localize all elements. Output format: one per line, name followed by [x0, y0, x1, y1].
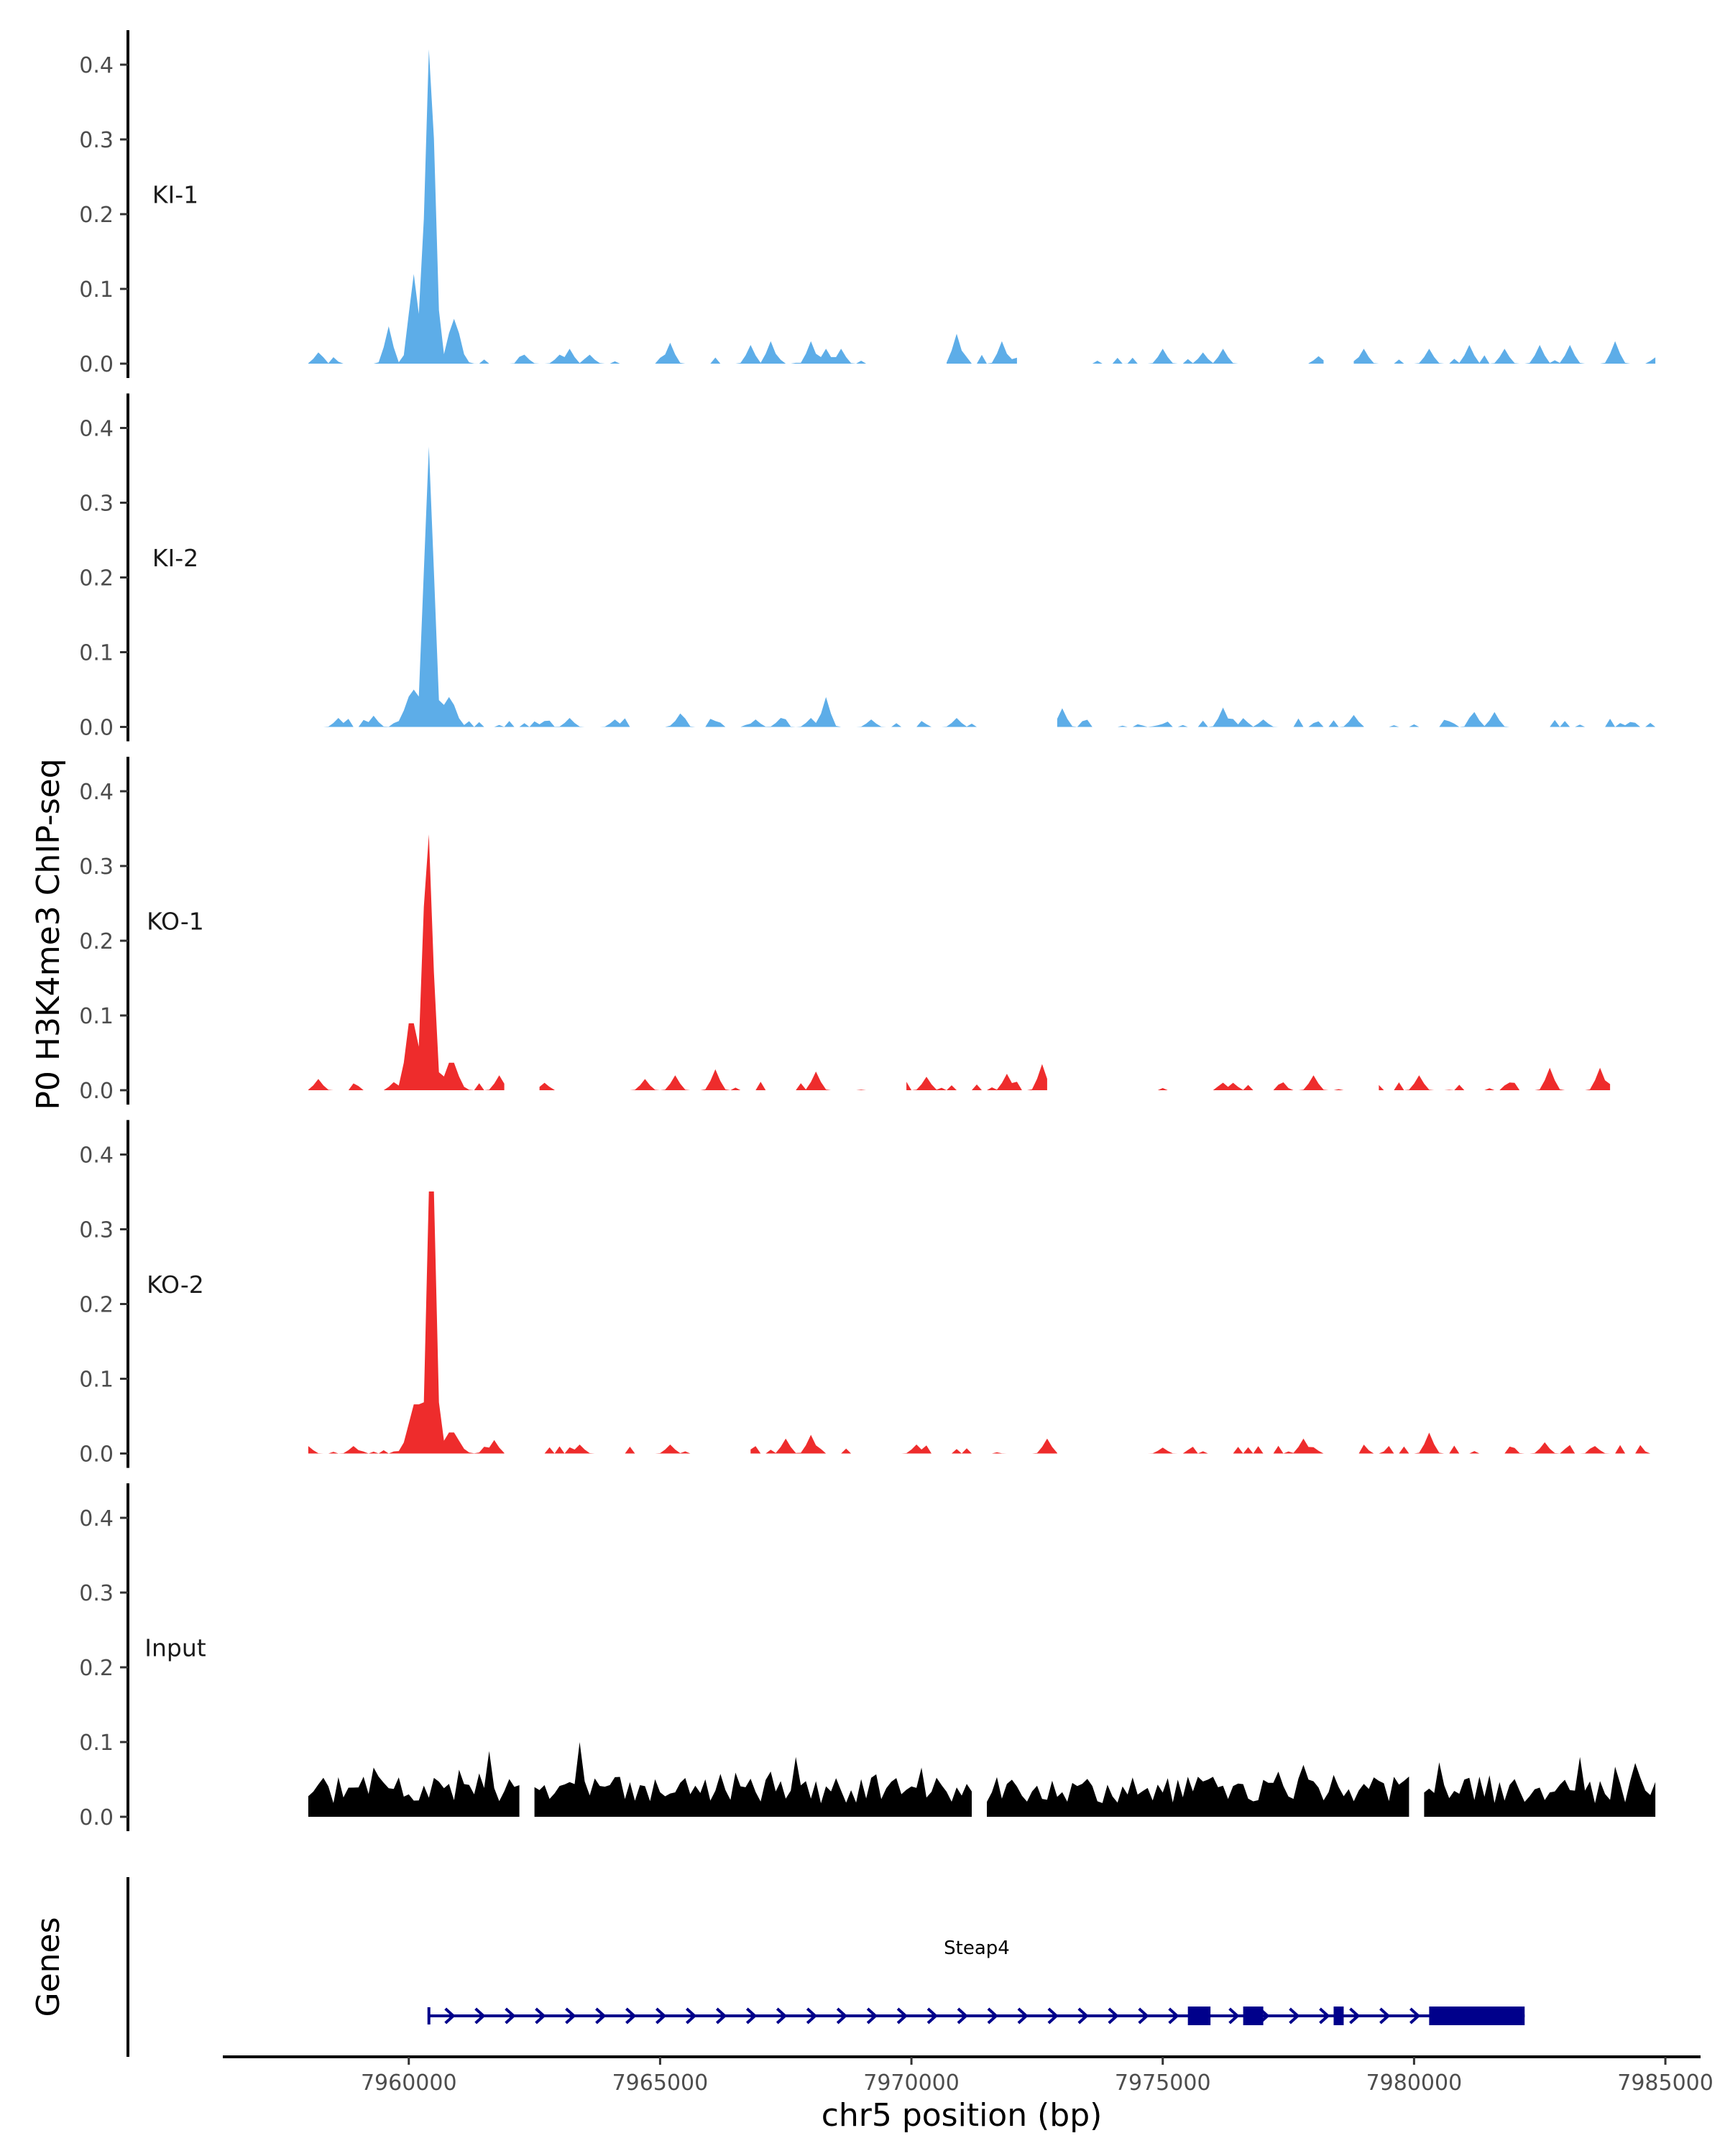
- strand-arrow: [656, 2007, 667, 2024]
- y-tick-label: 0.3: [79, 1581, 114, 1606]
- y-tick-label: 0.1: [79, 1368, 114, 1393]
- y-tick-label: 0.2: [79, 566, 114, 591]
- signal-area-ko-2: [308, 1191, 1656, 1454]
- strand-arrow: [866, 2007, 878, 2024]
- track-ko-2: 0.0 0.1 0.2 0.3 0.4 KO-2: [79, 1120, 1656, 1468]
- strand-arrow: [1077, 2007, 1089, 2024]
- strand-arrow: [1319, 2007, 1330, 2024]
- gene-name-label: Steap4: [944, 1938, 1010, 1959]
- y-tick-label: 0.2: [79, 1293, 114, 1318]
- y-tick-label: 0.2: [79, 929, 114, 954]
- strand-arrow: [1379, 2007, 1391, 2024]
- strand-arrow: [715, 2007, 727, 2024]
- gene-exon: [1429, 2007, 1525, 2025]
- y-tick-label: 0.3: [79, 854, 114, 880]
- signal-area-input: [308, 1742, 1656, 1817]
- y-tick-label: 0.4: [79, 1506, 114, 1531]
- strand-arrow: [535, 2007, 546, 2024]
- track-label: KI-2: [152, 544, 198, 572]
- strand-arrow: [1138, 2007, 1149, 2024]
- y-tick-label: 0.0: [79, 1805, 114, 1830]
- y-tick-label: 0.4: [79, 417, 114, 442]
- gene-exon: [1187, 2007, 1211, 2025]
- strand-arrow: [1349, 2007, 1361, 2024]
- strand-arrow: [565, 2007, 576, 2024]
- y-tick-label: 0.3: [79, 492, 114, 517]
- strand-arrow: [987, 2007, 998, 2024]
- strand-arrow: [745, 2007, 758, 2024]
- strand-arrow: [1108, 2007, 1119, 2024]
- track-ko-1: 0.0 0.1 0.2 0.3 0.4 KO-1: [79, 757, 1656, 1105]
- track-panels: 0.00.10.20.30.4KI-10.00.10.20.30.4KI-20.…: [79, 30, 1656, 1831]
- track-ki-1: 0.0 0.1 0.2 0.3 0.4 KI-1: [79, 30, 1656, 378]
- y-tick-label: 0.1: [79, 1731, 114, 1756]
- y-tick-label: 0.1: [79, 277, 114, 303]
- x-tick-label: 7960000: [361, 2070, 457, 2096]
- strand-arrow: [686, 2007, 697, 2024]
- signal-area-ki-2: [308, 446, 1656, 727]
- strand-arrow: [595, 2007, 607, 2024]
- y-tick-label: 0.1: [79, 1004, 114, 1029]
- track-ki-2: 0.0 0.1 0.2 0.3 0.4 KI-2: [79, 393, 1656, 742]
- strand-arrow: [1228, 2007, 1240, 2024]
- strand-arrow: [806, 2007, 818, 2024]
- track-label: KO-1: [147, 907, 204, 935]
- x-tick-label: 7980000: [1366, 2070, 1463, 2096]
- x-tick-label: 7965000: [612, 2070, 709, 2096]
- strand-arrow: [1047, 2007, 1059, 2024]
- x-axis-title: chr5 position (bp): [822, 2097, 1103, 2134]
- strand-arrow: [625, 2007, 637, 2024]
- x-tick-label: 7975000: [1115, 2070, 1211, 2096]
- gene-panel: Steap4: [126, 1877, 1525, 2057]
- strand-arrow: [836, 2007, 848, 2024]
- y-tick-label: 0.0: [79, 716, 114, 741]
- strand-arrow: [1168, 2007, 1179, 2024]
- y-tick-label: 0.0: [79, 1442, 114, 1468]
- track-label: KI-1: [152, 180, 198, 208]
- y-tick-label: 0.3: [79, 1218, 114, 1243]
- track-input: 0.0 0.1 0.2 0.3 0.4 Input: [79, 1483, 1656, 1831]
- y-tick-label: 0.0: [79, 1079, 114, 1104]
- strand-arrow: [926, 2007, 939, 2024]
- gene-exon: [1333, 2007, 1344, 2025]
- x-tick-label: 7970000: [863, 2070, 960, 2096]
- y-tick-label: 0.2: [79, 1656, 114, 1681]
- strand-arrow: [1017, 2007, 1029, 2024]
- strand-arrow: [896, 2007, 908, 2024]
- strand-arrow: [1289, 2007, 1300, 2024]
- strand-arrow: [505, 2007, 516, 2024]
- y-tick-label: 0.4: [79, 1143, 114, 1169]
- y-tick-label: 0.4: [79, 780, 114, 805]
- genes-axis-title: Genes: [30, 1917, 67, 2017]
- track-label: Input: [144, 1634, 206, 1662]
- y-tick-label: 0.2: [79, 203, 114, 228]
- y-tick-label: 0.4: [79, 53, 114, 78]
- y-tick-label: 0.0: [79, 352, 114, 377]
- gene-exon: [1243, 2007, 1264, 2025]
- strand-arrow: [1409, 2007, 1421, 2024]
- signal-area-ki-1: [308, 49, 1656, 364]
- y-axis-title: P0 H3K4me3 ChIP-seq: [30, 758, 67, 1110]
- strand-arrow: [776, 2007, 788, 2024]
- strand-arrow: [474, 2007, 486, 2024]
- signal-area-ko-1: [308, 834, 1656, 1090]
- y-tick-label: 0.3: [79, 128, 114, 153]
- y-tick-label: 0.1: [79, 641, 114, 666]
- x-tick-label: 7985000: [1617, 2070, 1714, 2096]
- strand-arrow: [957, 2007, 968, 2024]
- strand-arrow: [444, 2007, 456, 2024]
- track-label: KO-2: [147, 1271, 204, 1299]
- x-axis: 7960000 7965000 7970000 7975000 7980000 79850…: [223, 2055, 1714, 2096]
